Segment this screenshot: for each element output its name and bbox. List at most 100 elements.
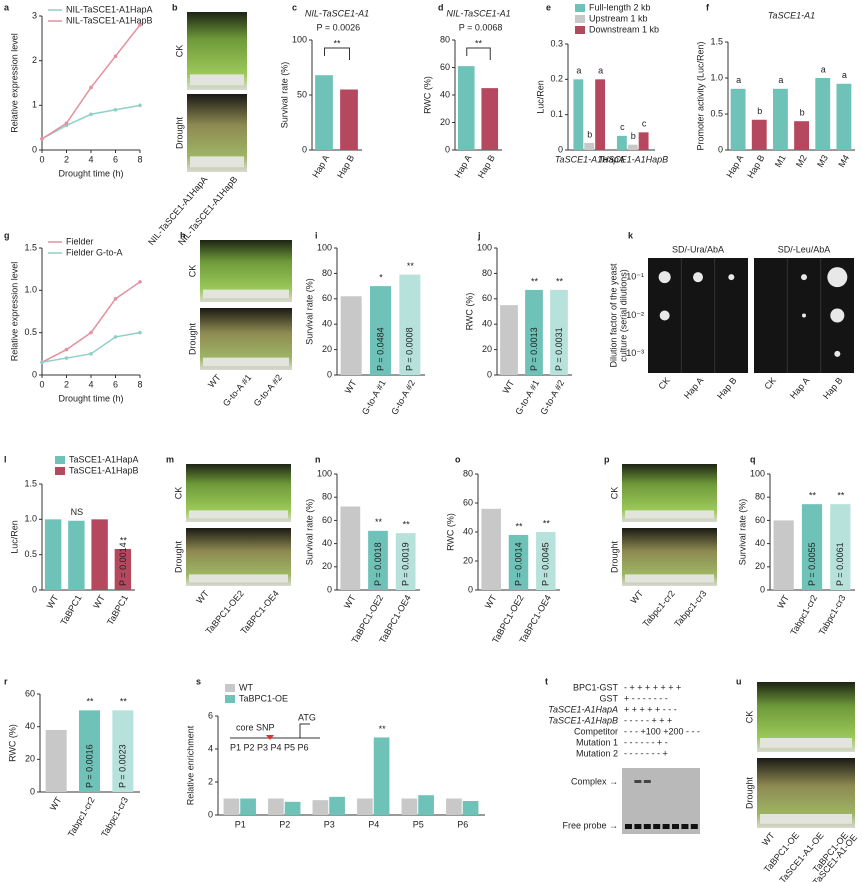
sample-label: Tabpc1-cr3 xyxy=(672,588,708,629)
bar xyxy=(373,737,390,815)
y-tick-label: 0 xyxy=(445,144,450,154)
y-tick-label: 80 xyxy=(463,468,473,478)
bar-label: ** xyxy=(86,697,94,707)
bar xyxy=(481,88,499,150)
bar xyxy=(401,798,418,815)
bar xyxy=(836,83,852,150)
free-probe-band xyxy=(672,824,679,829)
bar xyxy=(357,798,373,815)
x-tick-label: P2 xyxy=(279,819,290,829)
bar-label: b xyxy=(800,108,805,118)
bar xyxy=(457,66,475,150)
y-tick-label: 40 xyxy=(755,538,765,548)
legend-swatch xyxy=(55,467,65,475)
y-tick-label: 0.1 xyxy=(550,109,563,119)
y-tick-label: 0 xyxy=(327,584,332,594)
bar xyxy=(340,506,361,590)
point xyxy=(89,330,93,335)
x-tick-label: Tabpc1-cr3 xyxy=(817,593,848,637)
y-tick-label: 0.5 xyxy=(24,327,37,337)
y-tick-label: 40 xyxy=(463,526,473,536)
condition-label: CK xyxy=(173,487,183,500)
x-tick-label: Hap A xyxy=(724,153,745,179)
x-tick-label: M1 xyxy=(773,153,788,169)
snp-marker xyxy=(266,735,274,740)
x-tick-label: 2 xyxy=(64,154,69,164)
panel-letter: i xyxy=(315,230,318,240)
free-probe-band xyxy=(681,824,689,829)
x-tick-label: WT xyxy=(343,378,359,396)
x-tick-label: 8 xyxy=(137,379,142,389)
bar-label: ** xyxy=(531,276,539,286)
bar xyxy=(481,508,501,590)
y-tick-label: 0.5 xyxy=(24,549,37,559)
y-axis-label: culture (serial dilutions) xyxy=(618,269,628,362)
bar-label: NS xyxy=(71,507,84,517)
point xyxy=(40,360,44,365)
bar xyxy=(240,798,256,815)
bar-label: ** xyxy=(809,491,817,501)
point xyxy=(113,335,118,339)
x-tick-label: WT xyxy=(48,795,64,813)
tray xyxy=(625,574,714,583)
bar-label: ** xyxy=(403,520,411,530)
x-tick-label: Hap B xyxy=(335,153,356,180)
x-axis-label: Drought time (h) xyxy=(58,168,123,178)
y-tick-label: 40 xyxy=(440,89,450,99)
y-axis-label: RWC (%) xyxy=(464,293,474,331)
legend-label: Downstream 1 kb xyxy=(589,24,659,34)
x-tick-label: Hap B xyxy=(476,153,497,180)
bar xyxy=(45,729,67,792)
bar xyxy=(418,795,434,815)
lane-condition: BPC1-GST xyxy=(573,682,619,692)
legend-swatch xyxy=(225,695,235,703)
p-value: P = 0.0016 xyxy=(84,744,94,788)
lane-condition: TaSCE1-A1HapA xyxy=(548,704,618,714)
y-tick-label: 2 xyxy=(32,55,37,65)
y-tick-label: 0.5 xyxy=(710,108,723,118)
panel-letter: n xyxy=(315,454,321,464)
complex-band xyxy=(634,780,642,783)
bar xyxy=(536,532,556,590)
bar xyxy=(340,89,358,150)
x-tick-label: WT xyxy=(775,593,791,611)
bracket xyxy=(466,47,491,60)
y-tick-label: 4 xyxy=(208,743,213,753)
y-tick-label: 0 xyxy=(32,144,37,154)
tray xyxy=(760,738,852,748)
y-axis-label: Survival rate (%) xyxy=(737,499,747,566)
bar xyxy=(550,289,568,375)
x-tick-label: Hap B xyxy=(745,153,766,180)
bar xyxy=(730,88,746,150)
p-value: P = 0.0019 xyxy=(401,542,411,586)
panel-letter: e xyxy=(546,2,551,12)
bracket xyxy=(324,47,350,60)
y-tick-label: 100 xyxy=(317,468,332,478)
bar-label: ** xyxy=(120,697,128,707)
bar xyxy=(773,520,794,590)
legend-label: TaBPC1-OE xyxy=(239,693,288,703)
condition-label: Drought xyxy=(609,540,619,573)
point xyxy=(138,23,142,27)
bar xyxy=(815,78,831,150)
bar xyxy=(595,79,606,150)
y-tick-label: 1.0 xyxy=(710,72,723,82)
bar xyxy=(68,520,85,590)
point xyxy=(89,85,93,90)
panel-letter: d xyxy=(438,2,444,12)
x-tick-label: P1 xyxy=(235,819,246,829)
bar-label: ** xyxy=(515,521,523,531)
sample-label: NIL-TaSCE1-A1HapA xyxy=(146,174,209,247)
y-tick-label: 0.3 xyxy=(550,38,563,48)
sample-label: WT xyxy=(629,588,646,606)
bar xyxy=(329,796,345,815)
bar xyxy=(340,296,362,375)
bar xyxy=(312,800,329,815)
y-axis-label: RWC (%) xyxy=(422,76,432,114)
x-tick-label: Hap A xyxy=(453,153,474,179)
point xyxy=(89,352,93,356)
free-probe-band xyxy=(625,824,632,829)
x-tick-label: WT xyxy=(91,593,107,611)
point xyxy=(138,103,142,108)
point xyxy=(113,297,118,301)
